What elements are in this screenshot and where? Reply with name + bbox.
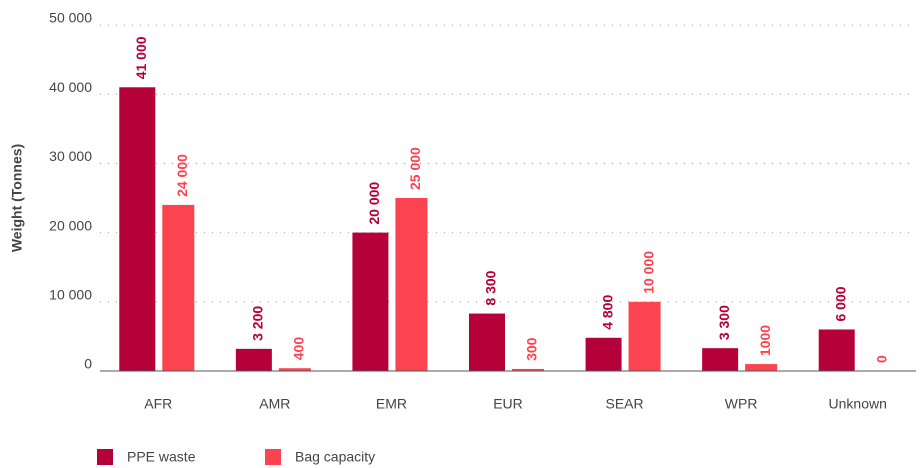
bar xyxy=(818,329,855,371)
bar xyxy=(162,204,195,371)
data-label: 10 000 xyxy=(640,251,656,294)
y-tick-label: 30 000 xyxy=(49,148,92,164)
legend-swatch xyxy=(265,449,281,465)
bar xyxy=(585,337,622,371)
bar xyxy=(119,87,156,371)
x-tick-label: EUR xyxy=(493,396,523,412)
x-tick-label: WPR xyxy=(725,396,758,412)
data-label: 4 800 xyxy=(599,295,615,330)
bar xyxy=(628,301,661,371)
legend-label: PPE waste xyxy=(127,449,196,465)
data-label: 6 000 xyxy=(832,286,848,321)
bar xyxy=(702,348,739,371)
data-label: 3 200 xyxy=(250,306,266,341)
x-tick-label: AMR xyxy=(259,396,290,412)
data-label: 400 xyxy=(291,337,307,361)
bar xyxy=(352,232,389,371)
legend-label: Bag capacity xyxy=(295,449,375,465)
y-axis-label: Weight (Tonnes) xyxy=(9,144,25,252)
data-label: 3 300 xyxy=(716,305,732,340)
data-label: 24 000 xyxy=(174,154,190,197)
y-tick-label: 10 000 xyxy=(49,287,92,303)
data-label: 1000 xyxy=(757,325,773,356)
data-label: 8 300 xyxy=(483,270,499,305)
data-label: 300 xyxy=(524,337,540,361)
bar xyxy=(745,364,778,371)
x-tick-label: SEAR xyxy=(606,396,644,412)
y-tick-label: 50 000 xyxy=(49,10,92,26)
data-label: 20 000 xyxy=(366,182,382,225)
bar xyxy=(278,368,311,371)
bar xyxy=(235,348,272,371)
y-tick-label: 40 000 xyxy=(49,79,92,95)
x-tick-label: Unknown xyxy=(829,396,887,412)
bar xyxy=(512,368,544,371)
x-tick-label: EMR xyxy=(376,396,407,412)
data-label: 25 000 xyxy=(407,147,423,190)
y-tick-label: 20 000 xyxy=(49,217,92,233)
data-label: 0 xyxy=(873,355,889,363)
y-tick-label: 0 xyxy=(84,356,92,372)
data-label: 41 000 xyxy=(133,36,149,79)
bar xyxy=(469,313,505,371)
x-tick-label: AFR xyxy=(144,396,172,412)
bar xyxy=(395,198,428,371)
legend-swatch xyxy=(97,449,113,465)
